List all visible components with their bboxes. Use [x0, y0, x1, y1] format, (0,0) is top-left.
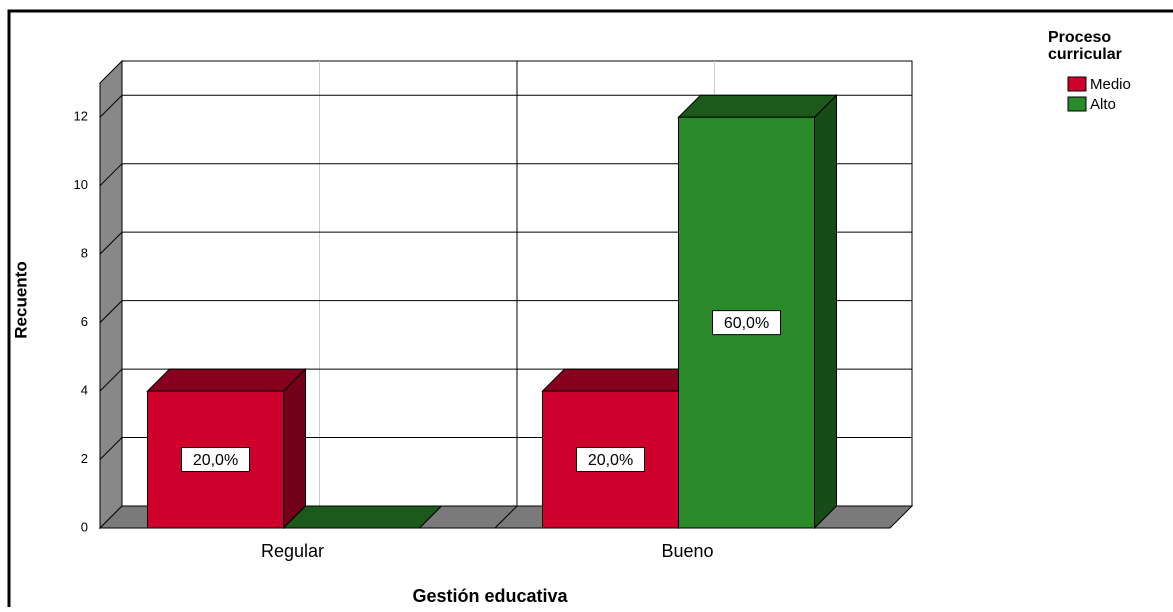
bar-side: [814, 94, 837, 530]
legend-label: Alto: [1090, 96, 1116, 113]
data-label: 20,0%: [193, 452, 238, 469]
data-label-box: [576, 447, 645, 473]
y-tick-label: 8: [81, 246, 88, 261]
y-axis-title: Recuento: [11, 261, 30, 338]
category-divider: [494, 505, 518, 529]
grid-line: [99, 163, 912, 187]
x-axis-title: Gestión educativa: [412, 586, 568, 606]
bar-top: [282, 505, 443, 529]
bar-side: [283, 367, 306, 530]
bar-top: [541, 368, 702, 392]
grid-line: [99, 94, 912, 118]
bar-top: [146, 368, 307, 392]
grid-line: [99, 231, 912, 255]
legend-swatch: [1067, 76, 1087, 92]
side-wall: [99, 59, 123, 530]
data-label-box: [712, 310, 781, 336]
legend-swatch: [1067, 96, 1087, 112]
legend-title-line: curricular: [1048, 46, 1122, 63]
data-label: 20,0%: [588, 452, 633, 469]
bar-top: [677, 94, 838, 118]
legend-title-text: Proceso: [1048, 29, 1111, 46]
x-tick-label: Bueno: [661, 541, 713, 561]
y-tick-label: 0: [81, 519, 88, 534]
y-tick-label: 12: [74, 109, 88, 124]
legend-title: Proceso curricular: [1048, 29, 1122, 63]
y-tick-label: 4: [81, 383, 88, 398]
data-label: 60,0%: [724, 315, 769, 332]
legend-label: Medio: [1090, 76, 1131, 93]
data-label-box: [181, 447, 250, 473]
y-tick-label: 2: [81, 451, 88, 466]
x-tick-label: Regular: [261, 541, 324, 561]
y-tick-label: 10: [74, 177, 88, 192]
grid-line: [99, 300, 912, 323]
y-tick-label: 6: [81, 314, 88, 329]
